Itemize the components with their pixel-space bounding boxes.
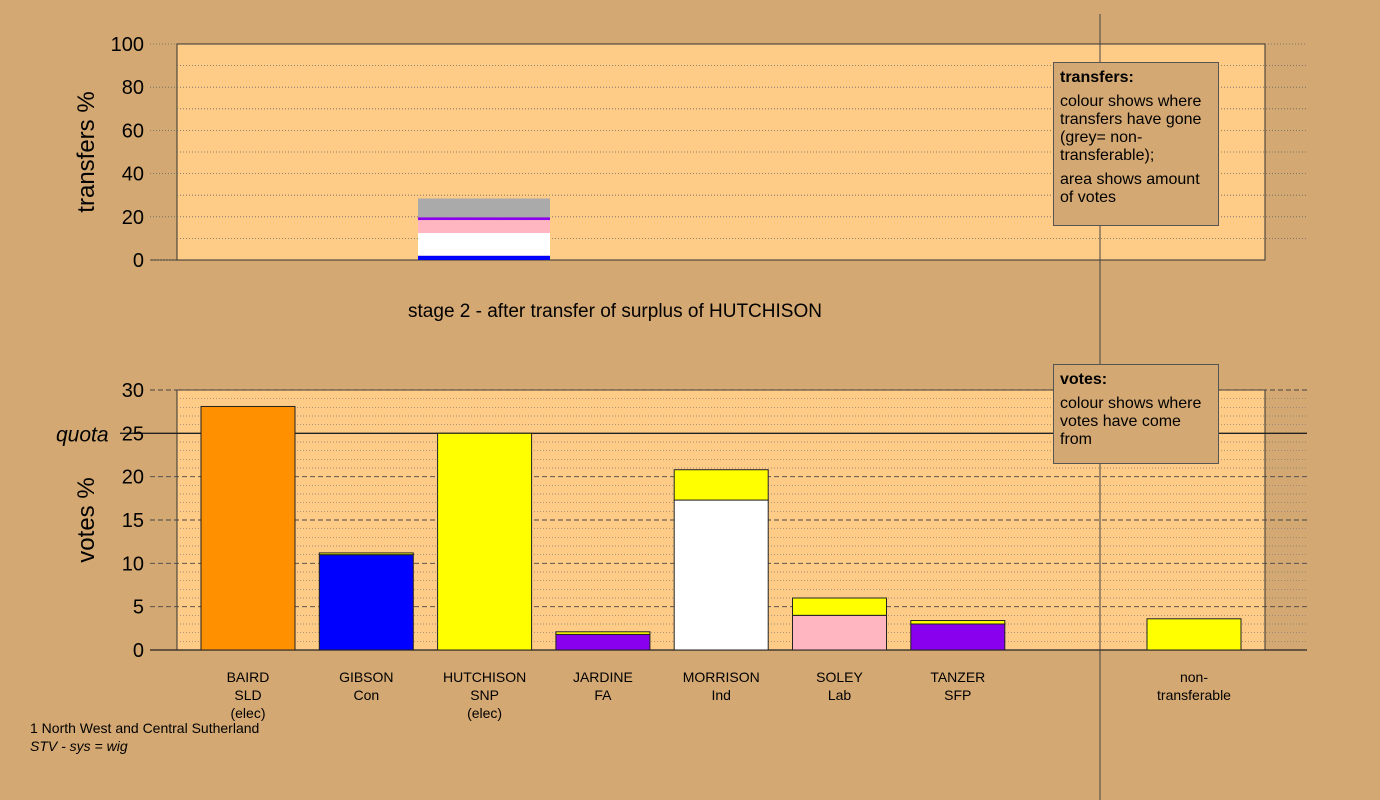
votes-legend: votes: colour shows where votes have com… (1053, 364, 1219, 464)
votes-tick-label: 15 (122, 510, 144, 532)
bar-hutchison-segment-0 (437, 432, 533, 651)
transfer-segment-1 (418, 233, 550, 256)
bar-soley-segment-0 (792, 614, 887, 651)
stage-title: stage 2 - after transfer of surplus of H… (408, 301, 822, 322)
bar-baird-segment-0 (200, 405, 296, 651)
footer-constituency: 1 North West and Central Sutherland (30, 720, 260, 736)
nontransferable-label-2: transferable (1157, 687, 1231, 703)
candidate-party: Lab (828, 687, 852, 703)
votes-tick-label: 10 (122, 553, 144, 575)
transfers-tick-label: 60 (122, 120, 144, 142)
votes-legend-line1: colour shows where votes have come from (1060, 395, 1202, 448)
votes-y-axis-label: votes % (73, 477, 100, 562)
bar-nontransferable-segment-0 (1146, 618, 1242, 651)
candidate-name: HUTCHISON (443, 669, 526, 685)
candidate-status: (elec) (230, 705, 265, 721)
footer-system: STV - sys = wig (30, 738, 128, 754)
transfers-y-axis-label: transfers % (73, 91, 100, 212)
candidate-party: Ind (711, 687, 730, 703)
bar-gibson-segment-1 (318, 552, 414, 556)
transfer-segment-0 (418, 255, 550, 260)
transfers-tick-label: 20 (122, 207, 144, 229)
candidate-name: GIBSON (339, 669, 393, 685)
quota-label: quota (56, 423, 109, 446)
bar-jardine-segment-1 (555, 631, 651, 635)
candidate-party: FA (594, 687, 612, 703)
transfers-tick-label: 100 (111, 34, 144, 56)
transfers-tick-label: 40 (122, 164, 144, 186)
transfers-tick-label: 0 (133, 250, 144, 272)
nontransferable-label-1: non- (1180, 669, 1208, 685)
votes-tick-label: 5 (133, 597, 144, 619)
bar-tanzer-segment-1 (910, 620, 1006, 625)
candidate-name: BAIRD (227, 669, 270, 685)
transfers-legend-line2: area shows amount of votes (1060, 171, 1200, 206)
bar-jardine-segment-0 (555, 633, 651, 651)
bar-tanzer-segment-0 (910, 623, 1006, 651)
transfers-tick-label: 80 (122, 77, 144, 99)
candidate-status: (elec) (467, 705, 502, 721)
transfers-legend: transfers: colour shows where transfers … (1053, 62, 1219, 226)
transfer-segment-3 (418, 217, 550, 221)
candidate-name: TANZER (930, 669, 985, 685)
candidate-name: SOLEY (816, 669, 863, 685)
votes-tick-label: 30 (122, 380, 144, 402)
candidate-party: SFP (944, 687, 971, 703)
bar-soley-segment-1 (792, 597, 887, 616)
bar-morrison-segment-1 (673, 469, 769, 501)
votes-tick-label: 25 (122, 423, 144, 445)
votes-tick-label: 20 (122, 467, 144, 489)
candidate-party: SLD (234, 687, 261, 703)
transfer-segment-2 (418, 220, 550, 233)
transfers-legend-heading: transfers: (1060, 69, 1134, 86)
transfer-segment-4 (418, 198, 550, 218)
candidate-party: Con (353, 687, 379, 703)
candidate-name: MORRISON (683, 669, 760, 685)
bar-gibson-segment-0 (318, 554, 414, 651)
candidate-party: SNP (470, 687, 499, 703)
transfers-legend-line1: colour shows where transfers have gone (… (1060, 93, 1202, 164)
bar-morrison-segment-0 (673, 499, 769, 651)
candidate-name: JARDINE (573, 669, 633, 685)
votes-tick-label: 0 (133, 640, 144, 662)
votes-legend-heading: votes: (1060, 371, 1108, 388)
